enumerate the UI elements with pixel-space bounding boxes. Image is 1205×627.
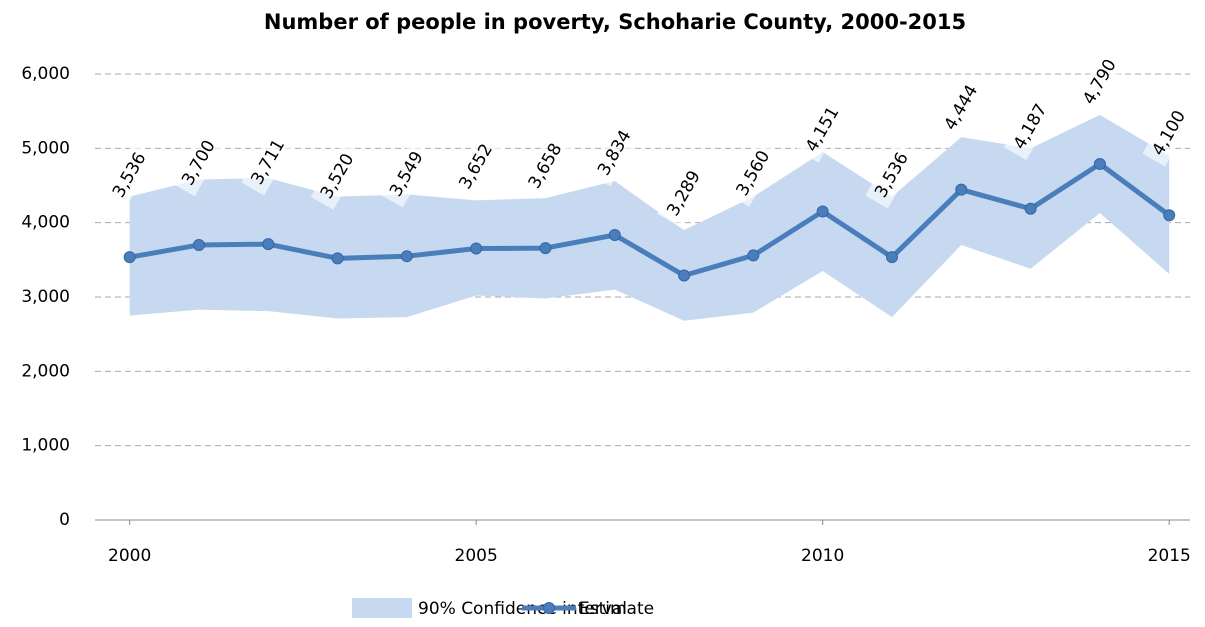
- data-label-group: 3,834: [588, 119, 642, 187]
- marker: [262, 238, 275, 251]
- marker: [608, 229, 621, 242]
- data-label-bg: [241, 128, 296, 196]
- marker: [331, 252, 344, 265]
- data-label-bg: [449, 133, 503, 200]
- data-label-bg: [934, 74, 989, 142]
- data-label-bg: [588, 119, 642, 187]
- data-label-group: 3,658: [518, 132, 573, 200]
- marker: [747, 249, 760, 262]
- data-label-group: 4,151: [795, 96, 850, 163]
- legend-marker: [543, 602, 555, 614]
- y-tick-label: 5,000: [21, 138, 70, 158]
- data-label-group: 4,790: [1073, 48, 1127, 116]
- legend-swatch: [352, 598, 412, 618]
- marker: [123, 251, 136, 264]
- y-tick-label: 0: [59, 510, 70, 530]
- data-label-bg: [518, 132, 573, 200]
- marker: [1163, 209, 1176, 222]
- data-label-bg: [726, 140, 781, 207]
- data-label-bg: [865, 141, 919, 209]
- y-tick-label: 1,000: [21, 436, 70, 456]
- marker: [816, 205, 829, 218]
- marker: [539, 242, 552, 255]
- y-tick-label: 2,000: [21, 361, 70, 381]
- data-label-group: 4,444: [934, 74, 989, 142]
- data-label-bg: [1073, 48, 1127, 116]
- marker: [678, 269, 691, 282]
- x-tick-label: 2005: [455, 546, 498, 566]
- marker: [400, 250, 413, 263]
- x-tick-label: 2015: [1148, 546, 1191, 566]
- y-tick-label: 6,000: [21, 64, 70, 84]
- data-label-group: 4,100: [1142, 99, 1196, 167]
- marker: [1093, 157, 1106, 170]
- data-label-bg: [1003, 93, 1058, 161]
- marker: [470, 242, 483, 255]
- data-label-group: 3,652: [449, 133, 503, 200]
- marker: [1024, 202, 1037, 215]
- data-label-bg: [657, 160, 711, 227]
- data-label-group: 3,289: [657, 160, 711, 227]
- legend-label: Estimate: [579, 599, 654, 619]
- x-tick-label: 2010: [801, 546, 844, 566]
- estimate-line: [129, 161, 1171, 279]
- confidence-band: [129, 114, 1170, 321]
- y-tick-label: 4,000: [21, 213, 70, 233]
- data-label-bg: [102, 141, 157, 209]
- data-label-bg: [795, 96, 850, 163]
- marker: [885, 251, 898, 264]
- marker: [192, 238, 205, 251]
- data-label-bg: [1142, 99, 1196, 167]
- marker: [955, 183, 968, 196]
- data-label-bg: [172, 129, 226, 197]
- y-tick-label: 3,000: [21, 287, 70, 307]
- chart-title: Number of people in poverty, Schoharie C…: [264, 10, 966, 34]
- data-label-bg: [380, 140, 434, 208]
- data-label-bg: [310, 142, 365, 210]
- x-tick-label: 2000: [108, 546, 151, 566]
